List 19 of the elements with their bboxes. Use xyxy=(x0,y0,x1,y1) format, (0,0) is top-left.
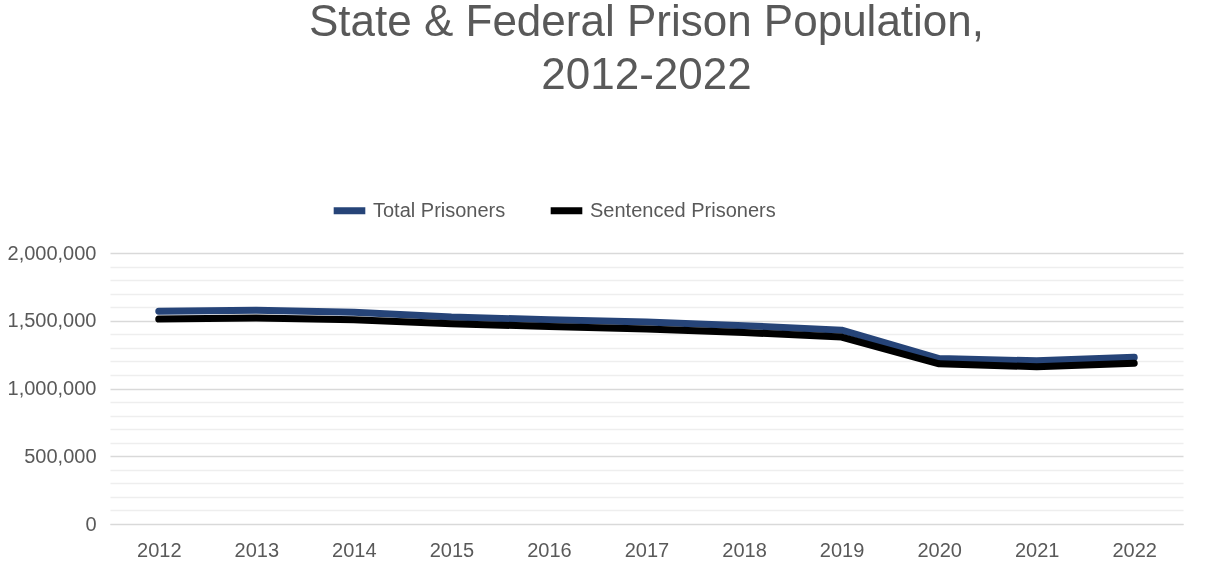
legend-label: Total Prisoners xyxy=(373,198,506,221)
x-tick-label: 2021 xyxy=(1014,538,1060,561)
x-tick-label: 2012 xyxy=(137,538,182,561)
x-tick-label: 2022 xyxy=(1112,538,1157,561)
x-tick-label: 2018 xyxy=(722,538,767,561)
x-tick-label: 2013 xyxy=(234,538,280,561)
x-tick-label: 2017 xyxy=(624,538,670,561)
y-tick-label: 1,500,000 xyxy=(7,309,97,332)
y-tick-label: 1,000,000 xyxy=(7,377,97,399)
x-tick-label: 2015 xyxy=(429,538,475,561)
chart-title: State & Federal Prison Population, 2012-2022 xyxy=(308,0,985,98)
x-tick-label: 2014 xyxy=(332,538,377,561)
x-tick-label: 2019 xyxy=(819,538,865,561)
x-tick-label: 2016 xyxy=(527,538,572,561)
x-tick-label: 2020 xyxy=(917,538,962,561)
y-tick-label: 2,000,000 xyxy=(7,241,97,264)
y-tick-label: 500,000 xyxy=(24,444,97,467)
y-tick-label: 0 xyxy=(85,512,97,535)
legend-label: Sentenced Prisoners xyxy=(590,198,776,221)
